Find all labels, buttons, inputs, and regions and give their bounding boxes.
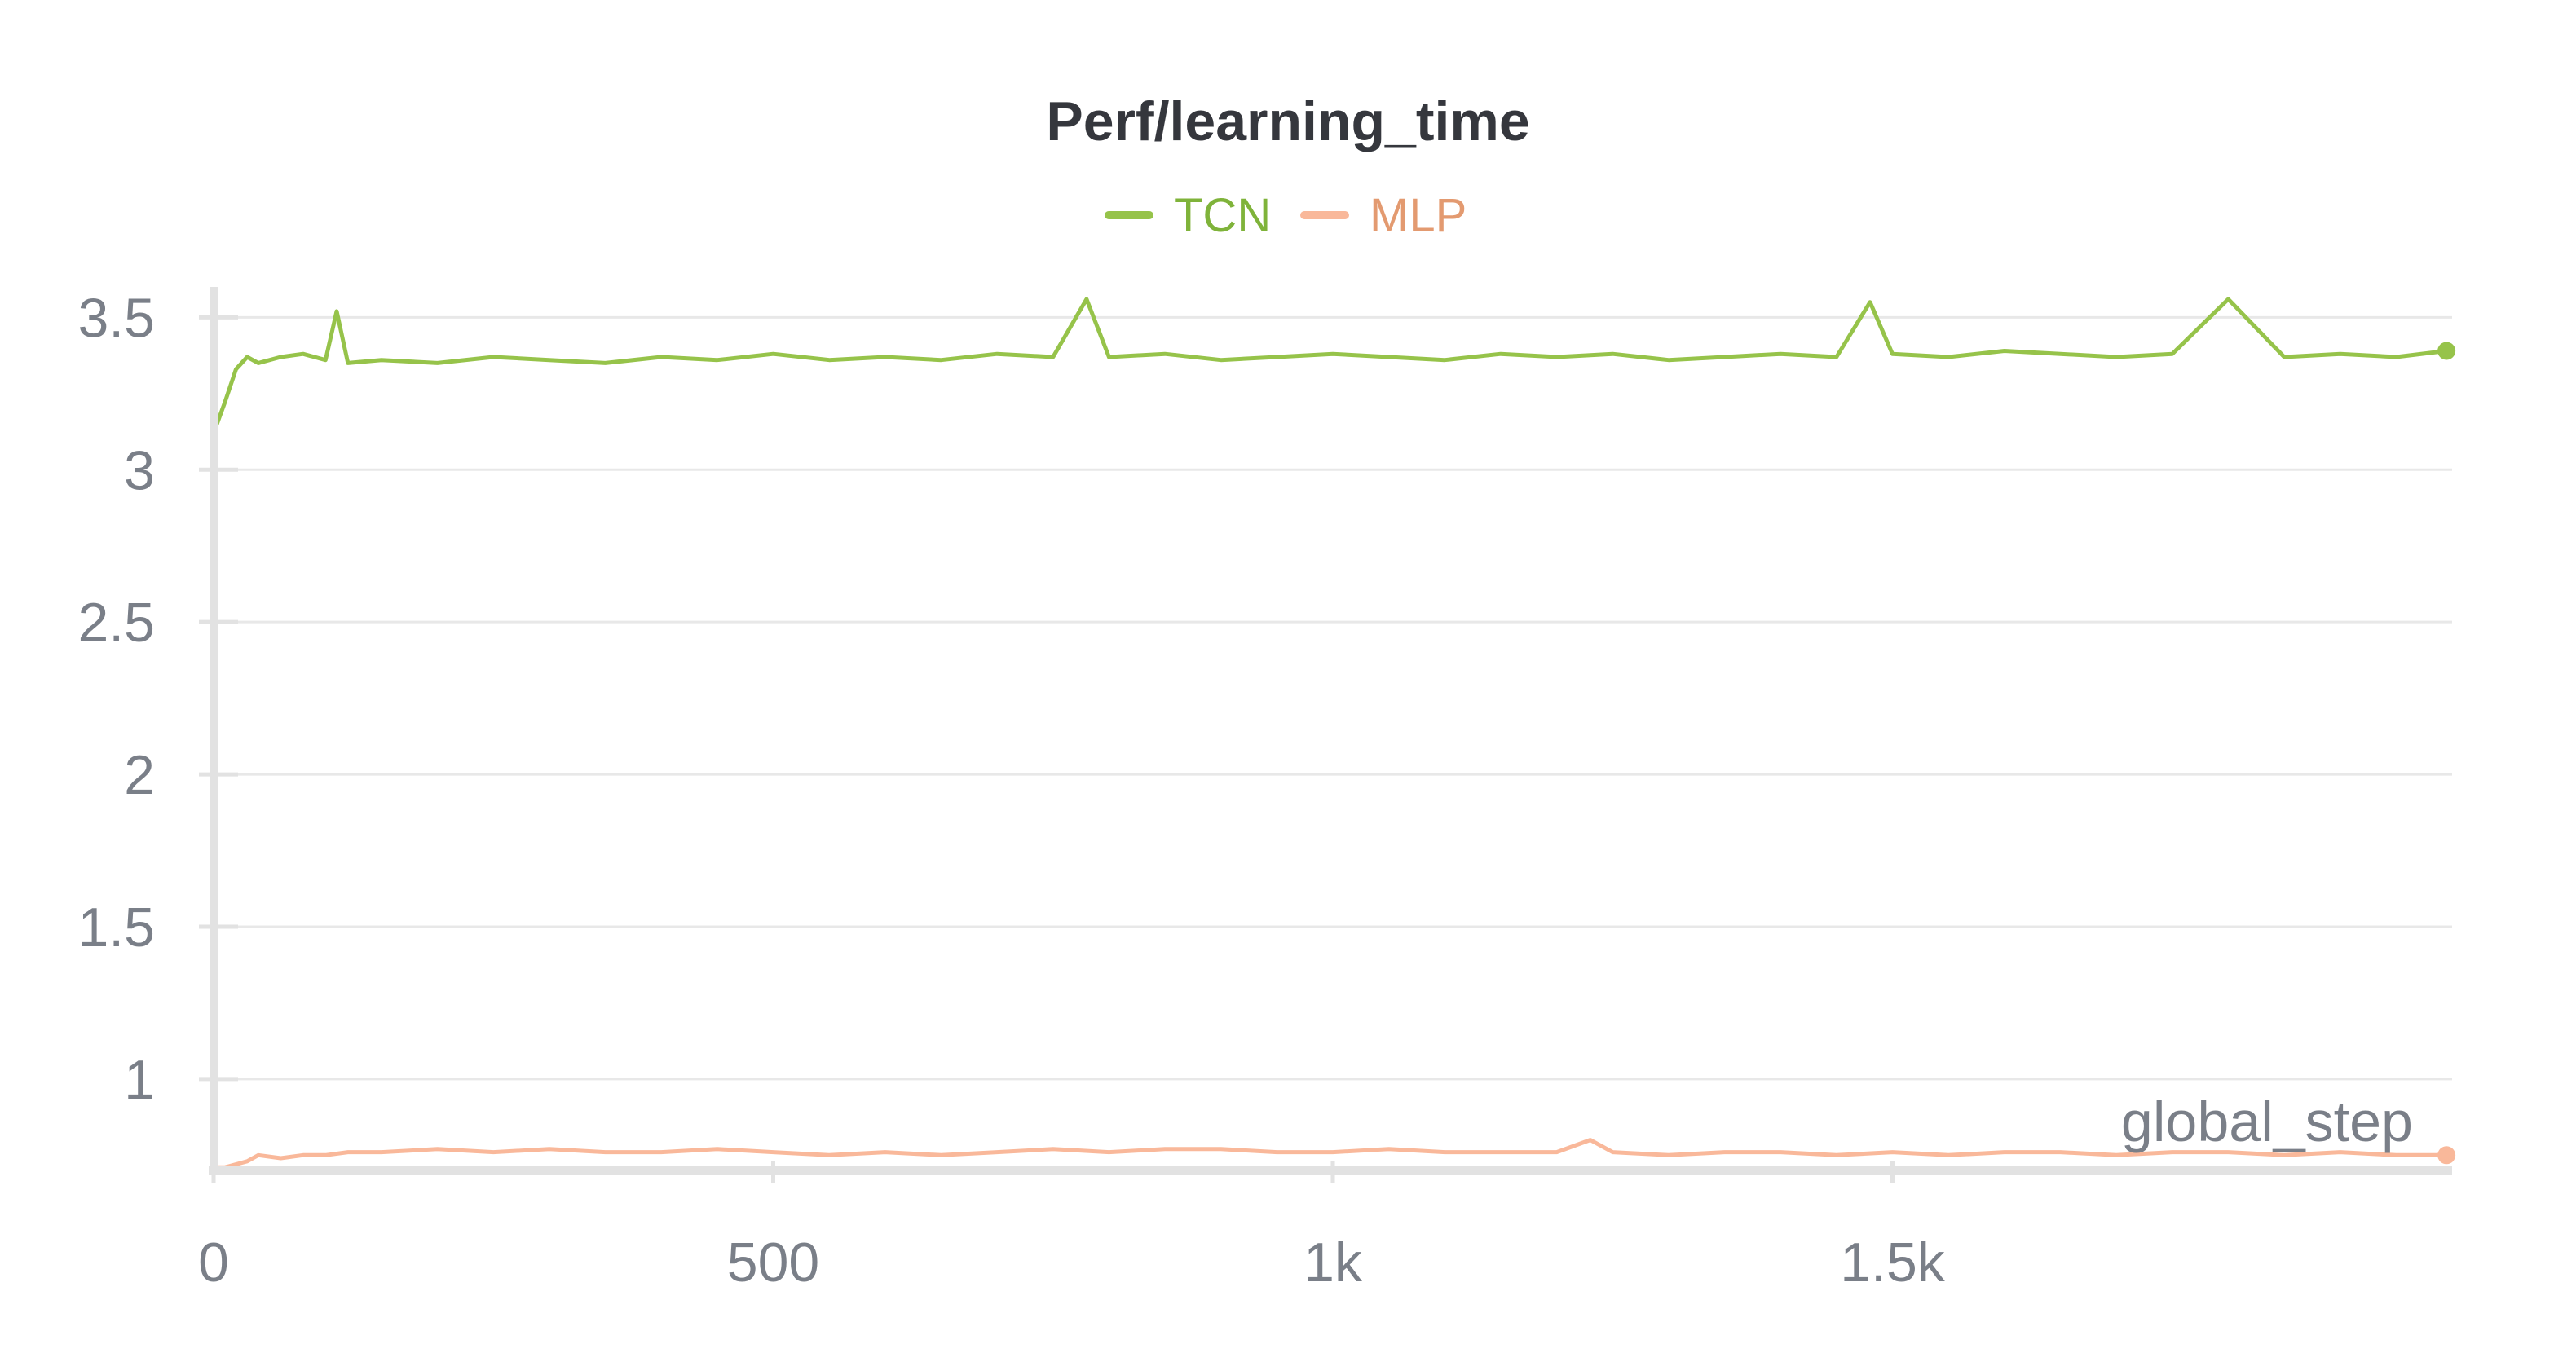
series-end-point-mlp [2437,1146,2456,1165]
grid [214,315,2452,1081]
series-line-tcn [211,297,2449,435]
x-tick-label: 1.5k [1840,1232,1946,1294]
y-tick-label: 1.5 [77,897,155,959]
legend-item-mlp[interactable]: MLP [1300,189,1467,242]
y-tick-label: 1 [124,1049,155,1111]
x-axis-title: global_step [2121,1090,2413,1153]
y-tick-label: 3.5 [77,287,155,349]
x-tick-label: 1k [1303,1232,1363,1294]
series-layer [211,297,2456,1170]
y-tick-label: 2.5 [77,592,155,654]
series-line-mlp [211,1138,2449,1170]
chart-title: Perf/learning_time [1046,90,1529,152]
y-tick-label: 2 [124,744,155,806]
legend-label: TCN [1174,189,1271,242]
legend-label: MLP [1370,189,1467,242]
x-tick-label: 0 [198,1232,229,1294]
legend-item-tcn[interactable]: TCN [1105,189,1271,242]
axes: 1 1.5 2 2.5 3 3.5 0 500 1k 1.5k [77,287,2452,1294]
x-tick-label: 500 [727,1232,819,1294]
y-tick-label: 3 [124,439,155,501]
chart-legend: TCN MLP [1105,189,1467,242]
series-end-point-tcn [2437,342,2456,360]
